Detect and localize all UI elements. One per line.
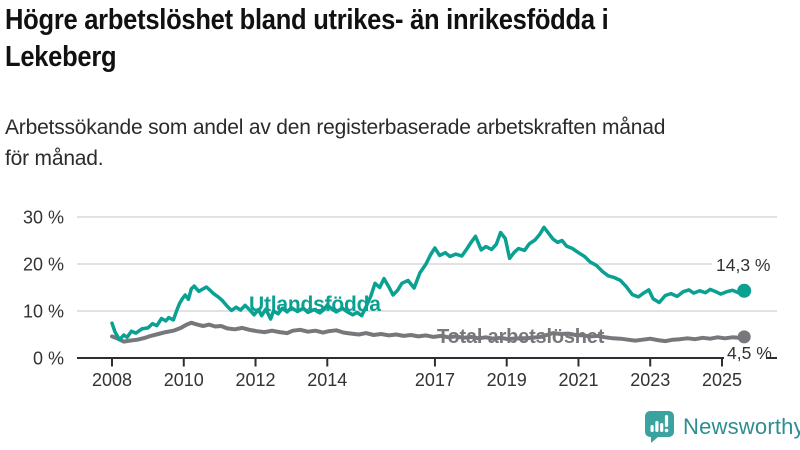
- x-axis-label-2017: 2017: [415, 370, 455, 390]
- y-axis-label-20: 20 %: [23, 255, 64, 275]
- end-value-label-utlandsfodda: 14,3 %: [716, 255, 770, 275]
- newsworthy-bar-chart-bubble-icon: [645, 411, 674, 443]
- x-axis-label-2023: 2023: [630, 370, 670, 390]
- newsworthy-logo: Newsworthy: [644, 410, 800, 444]
- y-axis-label-10: 10 %: [23, 302, 64, 322]
- x-axis-label-2025: 2025: [702, 370, 742, 390]
- page-title-line-1: Högre arbetslöshet bland utrikes- än inr…: [5, 4, 609, 36]
- x-axis-label-2008: 2008: [92, 370, 132, 390]
- series-line-total: [110, 320, 747, 344]
- y-axis-label-30: 30 %: [23, 208, 64, 228]
- end-label-backdrop: [724, 348, 766, 361]
- series-label-utlandsfodda: Utlandsfödda: [249, 293, 381, 316]
- page-subtitle-line-1: Arbetssökande som andel av den registerb…: [5, 116, 666, 139]
- x-axis-label-2014: 2014: [307, 370, 347, 390]
- series-end-dot-total: [737, 330, 751, 344]
- series-line-utlandsfodda: [110, 225, 746, 342]
- page-title: Högre arbetslöshet bland utrikes- än inr…: [5, 2, 800, 76]
- page-title-line-2: Lekeberg: [5, 41, 117, 73]
- page-subtitle: Arbetssökande som andel av den registerb…: [5, 112, 797, 174]
- x-axis-label-2019: 2019: [487, 370, 527, 390]
- end-value-label-total: 4,5 %: [727, 343, 772, 363]
- x-axis-label-2012: 2012: [236, 370, 276, 390]
- end-label-backdrop: [712, 256, 778, 273]
- series-label-total: Total arbetslöshet: [437, 326, 605, 348]
- page-subtitle-line-2: för månad.: [5, 147, 104, 170]
- newsworthy-wordmark: Newsworthy: [683, 414, 800, 439]
- y-axis-label-0: 0 %: [33, 349, 64, 369]
- x-axis-label-2021: 2021: [558, 370, 598, 390]
- x-axis-label-2010: 2010: [164, 370, 204, 390]
- series-end-dot-utlandsfodda: [737, 283, 752, 298]
